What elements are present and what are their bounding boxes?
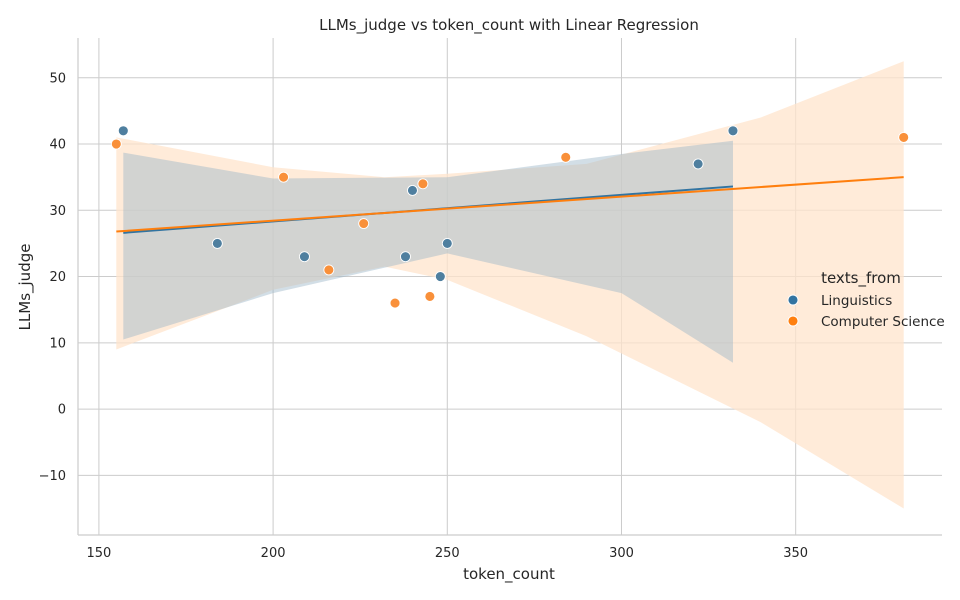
y-tick-label: 30 (49, 204, 66, 219)
regression-lines (116, 176, 904, 234)
y-tick-label: 0 (58, 403, 66, 418)
data-point-computer-science (358, 218, 370, 229)
legend-marker (787, 294, 799, 306)
ci-band-linguistics (123, 140, 734, 363)
data-point-linguistics (727, 125, 739, 137)
ci-band-computer-science (116, 61, 904, 509)
data-point-computer-science (424, 290, 436, 302)
data-point-linguistics (400, 251, 411, 263)
legend-label: Linguistics (821, 293, 892, 309)
y-tick-label: 40 (49, 138, 66, 153)
regression-line-computer-science (116, 176, 904, 233)
data-points (110, 125, 910, 309)
data-point-linguistics (434, 271, 446, 283)
legend-title: texts_from (821, 269, 901, 288)
data-point-linguistics (211, 237, 223, 249)
x-tick-label: 200 (261, 546, 286, 561)
data-point-computer-science (323, 264, 335, 276)
x-axis-title: token_count (463, 565, 555, 584)
data-point-linguistics (441, 237, 453, 249)
y-tick-label: −10 (39, 469, 66, 484)
x-tick-label: 150 (86, 546, 111, 561)
y-tick-label: 10 (49, 336, 66, 351)
y-axis-title: LLMs_judge (16, 244, 35, 331)
data-point-linguistics (692, 158, 704, 170)
data-point-computer-science (898, 131, 910, 143)
data-point-computer-science (560, 151, 572, 163)
x-tick-label: 350 (783, 546, 808, 561)
chart-title: LLMs_judge vs token_count with Linear Re… (319, 16, 699, 35)
x-tick-label: 250 (435, 546, 460, 561)
data-point-computer-science (389, 297, 401, 309)
legend: texts_from Linguistics Computer Science (787, 269, 945, 330)
confidence-bands (116, 61, 904, 509)
data-point-linguistics (407, 184, 418, 196)
legend-marker (787, 315, 799, 327)
data-point-linguistics (117, 125, 129, 137)
legend-label: Computer Science (821, 314, 945, 330)
y-tick-label: 20 (49, 270, 66, 285)
data-point-linguistics (299, 251, 310, 263)
data-point-computer-science (110, 138, 122, 150)
y-tick-label: 50 (49, 71, 66, 86)
axes: 150 200 250 300 350 −10 0 10 20 30 40 50 (39, 38, 942, 561)
data-point-computer-science (417, 178, 429, 190)
data-point-computer-science (278, 171, 289, 183)
x-tick-label: 300 (609, 546, 634, 561)
